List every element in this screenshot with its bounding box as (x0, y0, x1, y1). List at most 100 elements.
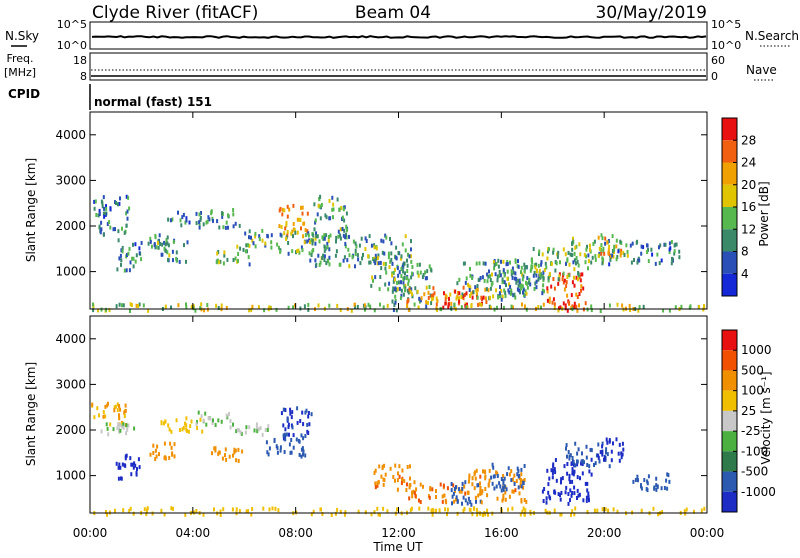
colorbar-tick-label: 500 (741, 363, 764, 377)
data-cell (609, 257, 612, 262)
data-cell (406, 269, 409, 273)
data-cell (637, 308, 640, 313)
data-cell (236, 428, 239, 433)
data-cell (544, 261, 547, 266)
data-cell (189, 424, 192, 429)
data-cell (100, 429, 103, 434)
data-cell (492, 260, 495, 265)
data-cell (109, 422, 112, 427)
data-cell (496, 278, 499, 283)
data-cell (202, 222, 205, 227)
data-cell (432, 293, 435, 298)
data-cell (508, 494, 511, 499)
data-cell (278, 245, 280, 250)
data-cell (131, 462, 134, 467)
data-cell (578, 303, 580, 308)
data-cell (312, 248, 315, 252)
colorbar-tick-label: -100 (741, 444, 768, 458)
data-cell (397, 251, 400, 255)
data-cell (301, 410, 304, 415)
data-cell (604, 507, 607, 512)
data-cell (364, 510, 367, 515)
data-cell (378, 287, 381, 292)
data-cell (307, 231, 310, 236)
data-cell (577, 263, 580, 268)
data-cell (214, 448, 217, 453)
data-cell (523, 262, 526, 267)
data-cell (517, 485, 520, 490)
data-cell (123, 230, 126, 235)
data-cell (520, 484, 523, 489)
data-cell (468, 473, 471, 478)
data-cell (292, 305, 295, 310)
data-cell (168, 427, 171, 432)
data-cell (570, 293, 573, 298)
data-cell (138, 251, 141, 256)
data-cell (319, 194, 322, 199)
data-cell (510, 288, 513, 293)
data-cell (416, 289, 419, 294)
data-cell (413, 491, 416, 495)
data-cell (537, 263, 540, 268)
data-cell (421, 275, 424, 280)
data-cell (670, 261, 673, 266)
data-cell (501, 294, 504, 299)
data-cell (605, 447, 608, 452)
data-cell (232, 224, 235, 229)
data-cell (513, 276, 516, 281)
data-cell (97, 308, 99, 313)
data-cell (543, 487, 546, 491)
data-cell (523, 269, 526, 274)
data-cell (566, 462, 569, 466)
data-cell (479, 511, 482, 516)
data-cell (569, 480, 572, 484)
data-cell (211, 451, 213, 456)
noise-sky-label: N.Sky (5, 29, 39, 43)
data-cell (314, 218, 317, 223)
colorbar-tick-label: 8 (741, 245, 749, 259)
data-cell (517, 264, 520, 269)
data-cell (493, 266, 496, 271)
data-cell (93, 206, 96, 211)
data-cell (118, 429, 121, 434)
data-cell (114, 227, 116, 232)
data-cell (662, 308, 665, 313)
data-cell (311, 238, 314, 243)
data-cell (393, 303, 396, 307)
data-cell (447, 302, 450, 307)
data-cell (489, 278, 492, 283)
data-cell (194, 308, 197, 313)
data-cell (396, 266, 399, 271)
data-cell (204, 411, 207, 416)
data-cell (570, 306, 573, 311)
data-cell (573, 512, 576, 517)
data-cell (636, 260, 639, 265)
data-cell (163, 441, 166, 446)
data-cell (501, 280, 504, 284)
data-cell (575, 305, 578, 310)
data-cell (118, 462, 121, 467)
data-cell (668, 479, 671, 484)
data-cell (370, 283, 373, 288)
data-cell (409, 254, 412, 259)
data-cell (598, 459, 601, 464)
data-cell (106, 512, 108, 517)
data-cell (172, 239, 175, 244)
data-cell (435, 296, 438, 301)
data-cell (213, 446, 216, 451)
data-cell (464, 280, 467, 285)
data-cell (379, 260, 382, 265)
data-cell (271, 506, 274, 511)
data-cell (121, 226, 123, 231)
data-cell (548, 476, 551, 481)
data-cell (134, 259, 137, 264)
data-cell (142, 303, 145, 308)
data-cell (389, 237, 391, 241)
data-cell (222, 225, 225, 230)
data-cell (245, 509, 248, 514)
data-cell (513, 473, 516, 478)
data-cell (235, 507, 238, 512)
data-cell (597, 442, 600, 447)
data-cell (484, 512, 487, 517)
data-cell (479, 490, 482, 495)
